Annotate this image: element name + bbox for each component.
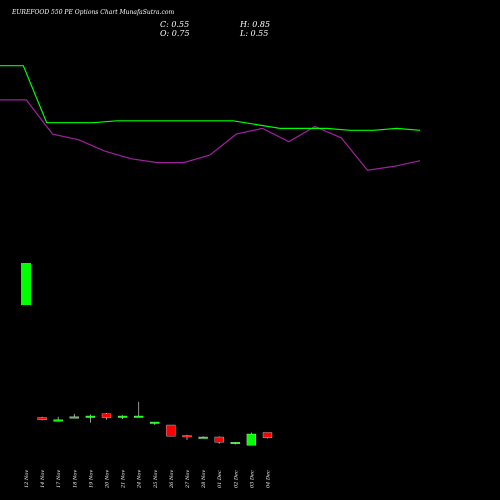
x-tick-label: 24 Nov xyxy=(137,470,143,489)
candle-body xyxy=(69,416,79,419)
candle-body xyxy=(117,415,128,418)
x-tick-label: 17 Nov xyxy=(56,470,62,488)
x-tick-label: 12 Nov xyxy=(24,470,30,488)
low-value-label: L: 0.55 xyxy=(239,29,268,38)
x-tick-label: 27 Nov xyxy=(185,470,191,489)
candle-body xyxy=(101,413,112,418)
x-tick-label: 19 Nov xyxy=(88,470,94,488)
candle-body xyxy=(230,442,240,444)
candle-body xyxy=(166,424,176,437)
x-tick-label: 28 Nov xyxy=(201,470,207,489)
moving-average-lines xyxy=(0,65,421,171)
candle-body xyxy=(134,415,144,418)
open-value-label: O: 0.75 xyxy=(160,29,190,38)
candle-body xyxy=(150,421,160,424)
candle-body xyxy=(262,432,273,438)
candle-body xyxy=(182,435,192,438)
x-tick-label: 18 Nov xyxy=(72,470,78,488)
x-axis-labels: 12 Nov 14 Nov 17 Nov 18 Nov 19 Nov 20 Nov 21 N… xyxy=(24,470,272,489)
x-tick-label: 01 Dec xyxy=(217,470,223,488)
x-tick-label: 02 Dec xyxy=(233,470,239,488)
candle-body xyxy=(246,433,257,446)
ma-purple-line xyxy=(0,99,421,171)
volume-bars xyxy=(21,263,31,305)
candle-body xyxy=(214,436,224,443)
x-tick-label: 21 Nov xyxy=(121,470,127,489)
x-tick-label: 03 Dec xyxy=(249,470,255,488)
high-value-label: H: 0.85 xyxy=(239,20,270,29)
ma-green-line xyxy=(0,65,421,131)
x-tick-label: 20 Nov xyxy=(105,470,111,489)
candle-body xyxy=(53,419,63,422)
candlesticks xyxy=(37,401,273,446)
candle-body xyxy=(85,415,96,418)
x-tick-label: 04 Dec xyxy=(266,470,272,488)
close-value-label: C: 0.55 xyxy=(160,20,189,29)
chart-title: EUREFOOD 550 PE Options Chart MunafaSutr… xyxy=(11,9,174,16)
x-tick-label: 25 Nov xyxy=(153,470,159,489)
x-tick-label: 14 Nov xyxy=(40,470,46,488)
candle-body xyxy=(198,436,208,439)
volume-bar xyxy=(21,263,31,305)
x-tick-label: 26 Nov xyxy=(169,470,175,489)
candle-body xyxy=(37,417,47,420)
